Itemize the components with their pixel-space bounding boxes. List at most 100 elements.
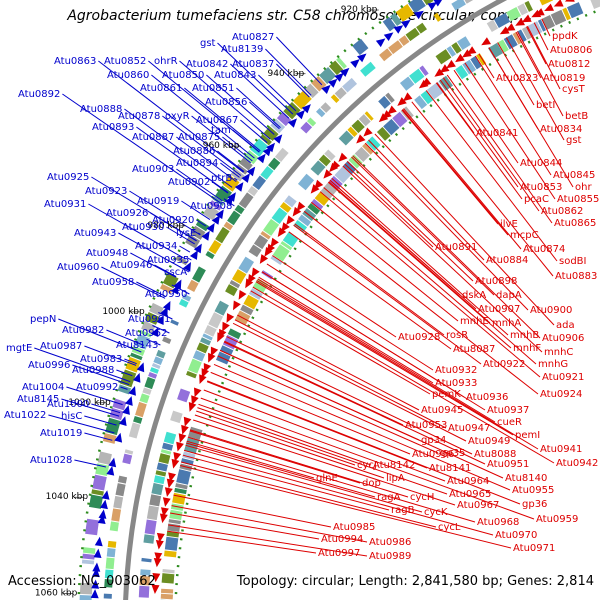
- left-gene-label-atu0982[interactable]: Atu0982: [62, 325, 104, 336]
- left-gene-label-atu0930[interactable]: Atu0930: [122, 222, 164, 233]
- left-gene-label-atu0931[interactable]: Atu0931: [44, 199, 86, 210]
- right-gene-label-mnhf[interactable]: mnhF: [513, 343, 541, 354]
- right-gene-label-atu0865[interactable]: Atu0865: [554, 218, 596, 229]
- left-gene-label-atu1022[interactable]: Atu1022: [4, 410, 46, 421]
- left-gene-label-atu0950[interactable]: Atu0950: [145, 289, 187, 300]
- left-gene-label-atu0926[interactable]: Atu0926: [106, 208, 148, 219]
- right-gene-label-atu0900[interactable]: Atu0900: [530, 305, 572, 316]
- right-gene-label-pemk[interactable]: pemK: [432, 389, 461, 400]
- left-gene-label-atu0920[interactable]: Atu0920: [152, 215, 194, 226]
- left-gene-label-oxyr[interactable]: oxyR: [165, 111, 190, 122]
- right-gene-label-atu0997[interactable]: Atu0997: [318, 548, 360, 559]
- right-gene-label-mnhc[interactable]: mnhC: [544, 347, 573, 358]
- right-gene-label-atu0989[interactable]: Atu0989: [369, 551, 411, 562]
- right-gene-label-ada[interactable]: ada: [556, 320, 575, 331]
- left-gene-label-hisc[interactable]: hisC: [61, 411, 82, 422]
- right-gene-label-cycl[interactable]: cycL: [438, 522, 461, 533]
- right-gene-label-atu0932[interactable]: Atu0932: [435, 365, 477, 376]
- right-gene-label-atu0884[interactable]: Atu0884: [486, 255, 528, 266]
- left-gene-label-atu1000[interactable]: Atu1000: [47, 399, 89, 410]
- left-gene-label-atu8143[interactable]: Atu8143: [116, 340, 158, 351]
- right-gene-label-pemi[interactable]: pemI: [515, 430, 540, 441]
- left-gene-label-atu0842[interactable]: Atu0842: [186, 59, 228, 70]
- right-gene-label-cyst[interactable]: cysT: [562, 84, 586, 95]
- right-gene-label-mnhg[interactable]: mnhG: [538, 359, 568, 370]
- left-gene-label-atu0887[interactable]: Atu0887: [132, 132, 174, 143]
- right-gene-label-atu0841[interactable]: Atu0841: [476, 128, 518, 139]
- right-gene-label-gp36[interactable]: gp36: [522, 499, 547, 510]
- left-gene-label-mgte[interactable]: mgtE: [6, 343, 32, 354]
- left-gene-label-atu0946[interactable]: Atu0946: [110, 260, 152, 271]
- right-gene-label-mnha[interactable]: mnhA: [492, 318, 521, 329]
- right-gene-label-sodbi[interactable]: sodBI: [559, 256, 587, 267]
- right-gene-label-atu8142[interactable]: Atu8142: [373, 460, 415, 471]
- left-gene-label-atu8139[interactable]: Atu8139: [221, 44, 263, 55]
- right-gene-label-atu8140[interactable]: Atu8140: [505, 473, 547, 484]
- right-gene-label-atu0819[interactable]: Atu0819: [543, 73, 585, 84]
- left-gene-label-atu0903[interactable]: Atu0903: [132, 164, 174, 175]
- right-gene-label-mnhe[interactable]: mnhE: [460, 316, 489, 327]
- right-gene-label-atu0953[interactable]: Atu0953: [405, 420, 447, 431]
- right-gene-label-atu0834[interactable]: Atu0834: [540, 124, 582, 135]
- right-gene-label-lipa[interactable]: lipA: [386, 473, 405, 484]
- right-gene-label-atu0883[interactable]: Atu0883: [555, 271, 597, 282]
- right-gene-label-atu0812[interactable]: Atu0812: [548, 59, 590, 70]
- left-gene-label-atu0856[interactable]: Atu0856: [205, 97, 247, 108]
- right-gene-label-atu0971[interactable]: Atu0971: [513, 543, 555, 554]
- right-gene-label-atu0855[interactable]: Atu0855: [557, 194, 599, 205]
- right-gene-label-atu0994[interactable]: Atu0994: [321, 534, 363, 545]
- right-gene-label-raga[interactable]: ragA: [377, 492, 401, 503]
- right-gene-label-atu0951[interactable]: Atu0951: [487, 459, 529, 470]
- left-gene-label-atu1028[interactable]: Atu1028: [30, 455, 72, 466]
- left-gene-label-atu0992[interactable]: Atu0992: [76, 382, 118, 393]
- right-gene-label-atu0941[interactable]: Atu0941: [540, 444, 582, 455]
- right-gene-label-atu0928[interactable]: Atu0928: [398, 332, 440, 343]
- right-gene-label-ilve[interactable]: ilvE: [500, 219, 518, 230]
- left-gene-label-atu0987[interactable]: Atu0987: [40, 341, 82, 352]
- right-gene-label-glne[interactable]: glnE: [316, 473, 338, 484]
- left-gene-label-atu0960[interactable]: Atu0960: [57, 262, 99, 273]
- right-gene-label-atu0967[interactable]: Atu0967: [457, 500, 499, 511]
- left-gene-label-ohrr[interactable]: ohrR: [154, 56, 178, 67]
- left-gene-label-atu0893[interactable]: Atu0893: [92, 122, 134, 133]
- left-gene-label-atu0894[interactable]: Atu0894: [176, 158, 218, 169]
- right-gene-label-ppdk[interactable]: ppdK: [552, 31, 578, 42]
- left-gene-label-atu0886[interactable]: Atu0886: [173, 146, 215, 157]
- right-gene-label-cych[interactable]: cycH: [410, 492, 434, 503]
- right-gene-label-atu0986[interactable]: Atu0986: [369, 537, 411, 548]
- left-gene-label-atu0843[interactable]: Atu0843: [214, 70, 256, 81]
- left-gene-label-atu0923[interactable]: Atu0923: [85, 186, 127, 197]
- right-gene-label-atu0924[interactable]: Atu0924: [540, 389, 582, 400]
- left-gene-label-csca[interactable]: cscA: [164, 267, 187, 278]
- right-gene-label-atu0945[interactable]: Atu0945: [421, 405, 463, 416]
- right-gene-label-atu0806[interactable]: Atu0806: [550, 45, 592, 56]
- right-gene-label-mcpc[interactable]: mcpC: [510, 230, 539, 241]
- left-gene-label-ptrb[interactable]: ptrB: [211, 173, 232, 184]
- right-gene-label-atu0898[interactable]: Atu0898: [475, 276, 517, 287]
- left-gene-label-atu1019[interactable]: Atu1019: [40, 428, 82, 439]
- right-gene-label-atu0937[interactable]: Atu0937: [487, 405, 529, 416]
- right-gene-label-gst[interactable]: gst: [566, 135, 582, 146]
- left-gene-label-tam[interactable]: tam: [211, 125, 231, 136]
- left-gene-label-atu0988[interactable]: Atu0988: [72, 365, 114, 376]
- right-gene-label-atu0891[interactable]: Atu0891: [435, 242, 477, 253]
- left-gene-label-atu0948[interactable]: Atu0948: [86, 248, 128, 259]
- right-gene-label-atu0968[interactable]: Atu0968: [477, 517, 519, 528]
- right-gene-label-beti[interactable]: betI: [536, 100, 555, 111]
- left-gene-label-atu1004[interactable]: Atu1004: [22, 382, 64, 393]
- left-gene-label-atu0837[interactable]: Atu0837: [232, 59, 274, 70]
- left-gene-label-atu0983[interactable]: Atu0983: [80, 354, 122, 365]
- left-gene-label-atu0943[interactable]: Atu0943: [74, 228, 116, 239]
- right-gene-label-atu0862[interactable]: Atu0862: [541, 206, 583, 217]
- right-gene-label-dapa[interactable]: dapA: [496, 290, 522, 301]
- left-gene-label-atu0875[interactable]: Atu0875: [178, 132, 220, 143]
- right-gene-label-pcac[interactable]: pcaC: [524, 194, 549, 205]
- right-gene-label-atu0955[interactable]: Atu0955: [512, 485, 554, 496]
- left-gene-label-atu0958[interactable]: Atu0958: [92, 277, 134, 288]
- right-gene-label-atu0921[interactable]: Atu0921: [542, 372, 584, 383]
- left-gene-label-atu0851[interactable]: Atu0851: [192, 83, 234, 94]
- right-gene-label-dska[interactable]: dskA: [462, 290, 486, 301]
- left-gene-label-atu0892[interactable]: Atu0892: [18, 89, 60, 100]
- right-gene-label-atu0933[interactable]: Atu0933: [435, 378, 477, 389]
- right-gene-label-rosr[interactable]: rosR: [446, 330, 468, 341]
